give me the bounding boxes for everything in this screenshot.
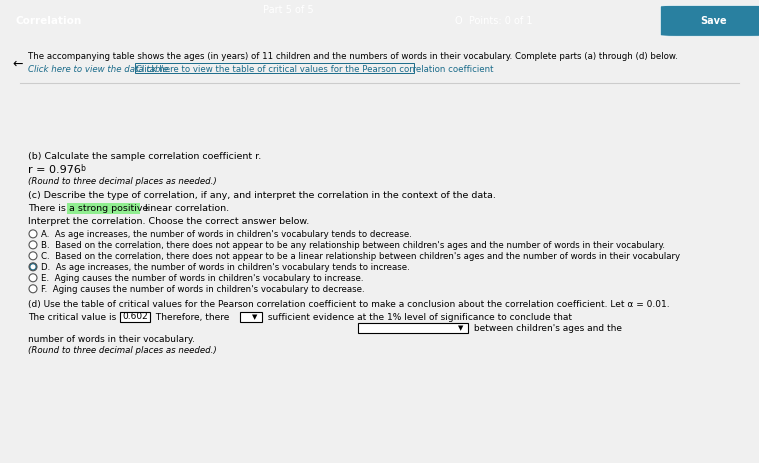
Text: 0.602: 0.602: [122, 312, 148, 321]
Text: linear correlation.: linear correlation.: [142, 204, 229, 213]
Text: (Round to three decimal places as needed.): (Round to three decimal places as needed…: [28, 346, 217, 355]
Text: ←: ←: [12, 58, 23, 71]
Circle shape: [31, 265, 35, 269]
Text: number of words in their vocabulary.: number of words in their vocabulary.: [28, 335, 195, 344]
Text: Click here to view the table of critical values for the Pearson correlation coef: Click here to view the table of critical…: [136, 65, 493, 74]
Text: between children's ages and the: between children's ages and the: [471, 324, 622, 333]
FancyBboxPatch shape: [357, 323, 468, 333]
Text: Part 5 of 5: Part 5 of 5: [263, 6, 313, 15]
Text: C.  Based on the correlation, there does not appear to be a linear relationship : C. Based on the correlation, there does …: [41, 252, 680, 261]
Text: E.  Aging causes the number of words in children's vocabulary to increase.: E. Aging causes the number of words in c…: [41, 274, 364, 283]
Text: (c) Describe the type of correlation, if any, and interpret the correlation in t: (c) Describe the type of correlation, if…: [28, 191, 496, 200]
Text: A.  As age increases, the number of words in children's vocabulary tends to decr: A. As age increases, the number of words…: [41, 231, 412, 239]
Text: D.  As age increases, the number of words in children's vocabulary tends to incr: D. As age increases, the number of words…: [41, 263, 410, 272]
Text: B.  Based on the correlation, there does not appear to be any relationship betwe: B. Based on the correlation, there does …: [41, 241, 665, 250]
Text: F.  Aging causes the number of words in children's vocabulary to decrease.: F. Aging causes the number of words in c…: [41, 285, 364, 294]
Text: b: b: [80, 164, 85, 174]
Circle shape: [29, 230, 37, 238]
Text: Interpret the correlation. Choose the correct answer below.: Interpret the correlation. Choose the co…: [28, 218, 309, 226]
Text: ▼: ▼: [458, 325, 464, 331]
FancyBboxPatch shape: [120, 312, 150, 322]
Text: (Round to three decimal places as needed.): (Round to three decimal places as needed…: [28, 177, 217, 187]
Text: r = 0.976: r = 0.976: [28, 165, 81, 175]
Text: The critical value is: The critical value is: [28, 313, 119, 322]
Circle shape: [29, 263, 37, 271]
Text: a strong positive: a strong positive: [69, 204, 148, 213]
Text: The accompanying table shows the ages (in years) of 11 children and the numbers : The accompanying table shows the ages (i…: [28, 52, 678, 61]
Circle shape: [29, 241, 37, 249]
Text: There is: There is: [28, 204, 69, 213]
Circle shape: [29, 274, 37, 282]
Text: ▼: ▼: [252, 314, 258, 320]
Circle shape: [29, 285, 37, 293]
Text: Save: Save: [700, 16, 727, 26]
Text: O  Points: 0 of 1: O Points: 0 of 1: [455, 16, 532, 26]
Text: (b) Calculate the sample correlation coefficient r.: (b) Calculate the sample correlation coe…: [28, 152, 261, 162]
Text: sufficient evidence at the 1% level of significance to conclude that: sufficient evidence at the 1% level of s…: [265, 313, 575, 322]
Circle shape: [29, 252, 37, 260]
Text: Click here to view the data table.: Click here to view the data table.: [28, 65, 171, 74]
Text: Correlation: Correlation: [15, 16, 81, 26]
Text: Therefore, there: Therefore, there: [153, 313, 232, 322]
Text: (d) Use the table of critical values for the Pearson correlation coefficient to : (d) Use the table of critical values for…: [28, 300, 669, 309]
FancyBboxPatch shape: [660, 6, 759, 36]
FancyBboxPatch shape: [240, 312, 263, 322]
FancyBboxPatch shape: [67, 203, 140, 214]
